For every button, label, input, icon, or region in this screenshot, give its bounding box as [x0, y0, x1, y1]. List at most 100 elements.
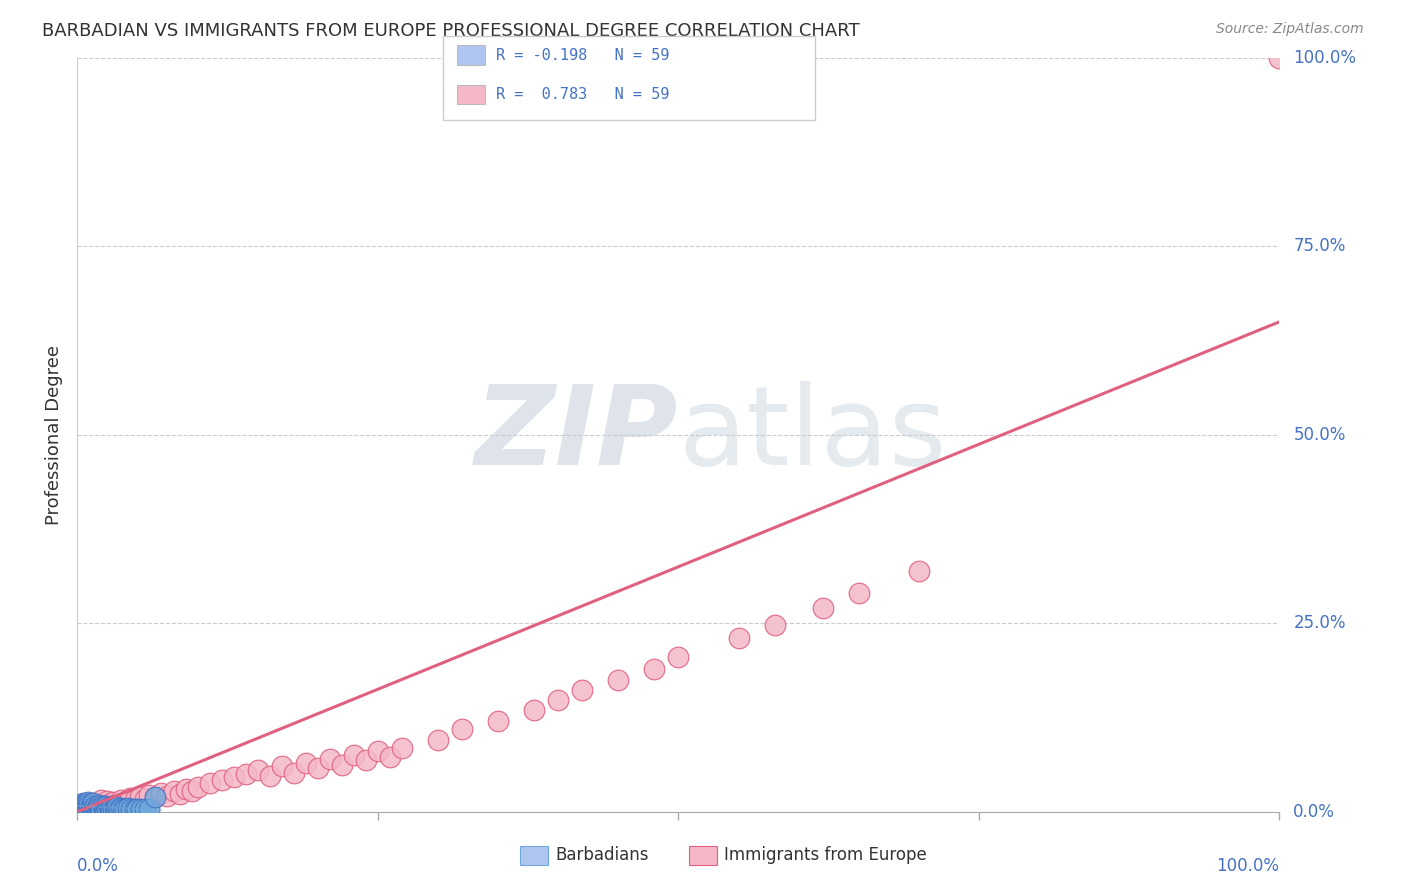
- Point: [343, 748, 366, 763]
- Point: [70, 797, 93, 812]
- Point: [97, 800, 120, 814]
- Point: [76, 802, 98, 816]
- Point: [70, 798, 93, 813]
- Point: [77, 800, 100, 814]
- Point: [104, 802, 127, 816]
- Point: [93, 799, 115, 814]
- Point: [547, 693, 569, 707]
- Point: [259, 768, 281, 782]
- Point: [75, 797, 97, 811]
- Point: [111, 802, 134, 816]
- Point: [283, 765, 305, 780]
- Point: [120, 802, 142, 816]
- Point: [96, 794, 118, 808]
- Point: [72, 796, 94, 810]
- Point: [87, 797, 110, 812]
- Y-axis label: Professional Degree: Professional Degree: [45, 345, 63, 524]
- Point: [83, 800, 105, 814]
- Point: [80, 802, 103, 816]
- Point: [84, 802, 107, 816]
- Point: [908, 564, 931, 578]
- Point: [80, 800, 103, 814]
- Point: [145, 789, 167, 804]
- Point: [117, 801, 139, 815]
- Point: [69, 802, 91, 816]
- Point: [307, 761, 329, 775]
- Point: [87, 799, 110, 814]
- Point: [103, 802, 125, 816]
- Point: [72, 801, 94, 815]
- Point: [134, 802, 156, 816]
- Point: [108, 802, 131, 816]
- Point: [330, 758, 353, 772]
- Point: [73, 802, 96, 816]
- Point: [145, 790, 167, 805]
- Point: [104, 801, 127, 815]
- Text: 50.0%: 50.0%: [1294, 425, 1346, 444]
- Point: [727, 632, 749, 646]
- Point: [84, 798, 107, 813]
- Point: [668, 650, 690, 665]
- Point: [848, 586, 870, 600]
- Text: 100.0%: 100.0%: [1294, 49, 1357, 67]
- Point: [76, 798, 98, 813]
- Point: [211, 773, 233, 788]
- Point: [523, 703, 546, 717]
- Point: [270, 759, 292, 773]
- Point: [94, 802, 117, 816]
- Point: [67, 801, 90, 815]
- Point: [129, 802, 152, 816]
- Point: [174, 782, 197, 797]
- Text: R = -0.198   N = 59: R = -0.198 N = 59: [496, 48, 669, 62]
- Point: [235, 767, 257, 781]
- Point: [124, 793, 146, 807]
- Point: [427, 733, 450, 747]
- Text: 0.0%: 0.0%: [1294, 803, 1336, 821]
- Text: 75.0%: 75.0%: [1294, 237, 1346, 255]
- Point: [246, 764, 269, 778]
- Point: [180, 784, 202, 798]
- Point: [127, 802, 149, 816]
- Point: [96, 802, 118, 816]
- Point: [571, 682, 593, 697]
- Point: [198, 776, 221, 790]
- Point: [811, 601, 834, 615]
- Point: [90, 793, 112, 807]
- Point: [114, 802, 136, 816]
- Point: [607, 673, 630, 687]
- Point: [319, 752, 342, 766]
- Text: ZIP: ZIP: [475, 382, 679, 488]
- Text: 100.0%: 100.0%: [1216, 857, 1279, 875]
- Point: [169, 787, 191, 801]
- Point: [1268, 51, 1291, 65]
- Point: [156, 789, 179, 803]
- Text: Source: ZipAtlas.com: Source: ZipAtlas.com: [1216, 22, 1364, 37]
- Point: [124, 802, 146, 816]
- Point: [451, 722, 474, 736]
- Point: [354, 754, 377, 768]
- Point: [486, 714, 509, 729]
- Point: [138, 802, 160, 816]
- Point: [643, 661, 665, 675]
- Text: 0.0%: 0.0%: [77, 857, 120, 875]
- Point: [162, 783, 184, 797]
- Point: [120, 791, 142, 805]
- Point: [138, 788, 160, 802]
- Text: BARBADIAN VS IMMIGRANTS FROM EUROPE PROFESSIONAL DEGREE CORRELATION CHART: BARBADIAN VS IMMIGRANTS FROM EUROPE PROF…: [42, 22, 860, 40]
- Text: 25.0%: 25.0%: [1294, 615, 1346, 632]
- Point: [100, 802, 122, 816]
- Point: [70, 803, 93, 817]
- Point: [72, 802, 94, 816]
- Point: [110, 792, 132, 806]
- Text: atlas: atlas: [679, 382, 946, 488]
- Point: [79, 802, 101, 816]
- Point: [763, 617, 786, 632]
- Point: [367, 744, 389, 758]
- Point: [222, 770, 245, 784]
- Point: [82, 802, 104, 816]
- Point: [96, 799, 118, 814]
- Point: [91, 798, 114, 813]
- Point: [98, 801, 121, 815]
- Point: [100, 797, 122, 811]
- Point: [294, 756, 316, 770]
